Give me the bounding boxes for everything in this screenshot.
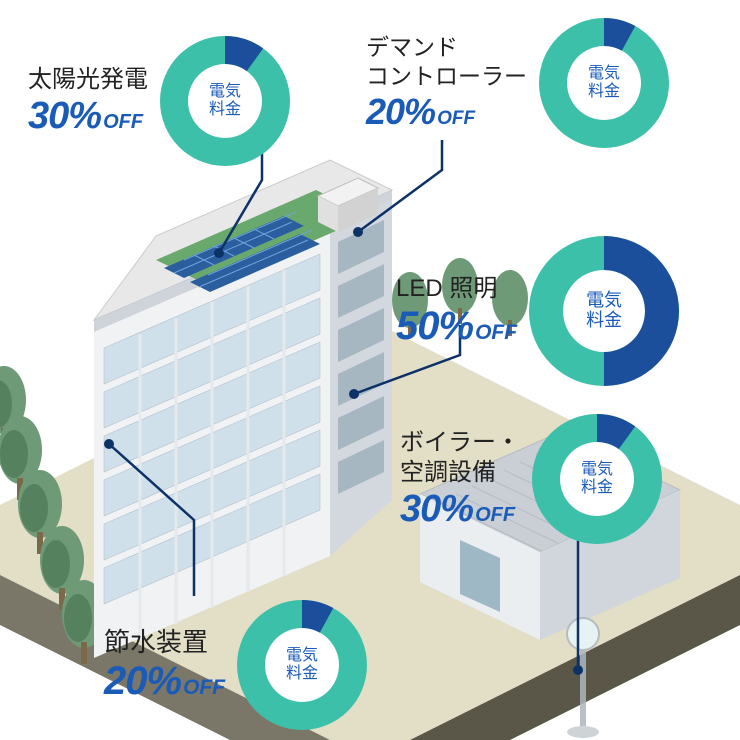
- callout-led-pct-line: 50%OFF: [396, 304, 517, 349]
- callout-demand-pct-line: 20%OFF: [366, 91, 527, 133]
- callout-led-title: LED 照明: [396, 274, 517, 304]
- callout-solar-center-label: 電気料金: [160, 36, 290, 166]
- callout-boiler-text: ボイラー・空調設備30%OFF: [400, 428, 520, 531]
- callout-boiler-off: OFF: [475, 504, 515, 527]
- callout-led: LED 照明50%OFF電気料金: [396, 236, 679, 386]
- callout-water-center-label: 電気料金: [237, 600, 367, 730]
- callout-boiler-donut: 電気料金: [532, 414, 662, 544]
- callout-boiler-pct-line: 30%OFF: [400, 488, 520, 531]
- callout-demand-off: OFF: [437, 108, 475, 130]
- callout-solar-donut: 電気料金: [160, 36, 290, 166]
- callout-boiler-title: ボイラー・空調設備: [400, 428, 520, 488]
- callout-led-off: OFF: [475, 321, 517, 345]
- callout-solar-pct: 30%: [28, 95, 101, 138]
- callout-led-center-label: 電気料金: [529, 236, 679, 386]
- callout-led-pct: 50%: [396, 304, 473, 349]
- callout-boiler-center-label: 電気料金: [532, 414, 662, 544]
- callout-solar-pct-line: 30%OFF: [28, 95, 148, 138]
- callout-solar-off: OFF: [103, 111, 143, 134]
- callout-demand-donut: 電気料金: [539, 18, 669, 148]
- callout-water-text: 節水装置20%OFF: [104, 626, 225, 704]
- callout-demand-title: デマンドコントローラー: [366, 33, 527, 91]
- callout-water-pct: 20%: [104, 659, 181, 704]
- callout-solar-text: 太陽光発電30%OFF: [28, 65, 148, 138]
- callout-demand: デマンドコントローラー20%OFF電気料金: [366, 18, 669, 148]
- callout-boiler: ボイラー・空調設備30%OFF電気料金: [400, 414, 662, 544]
- callout-demand-center-label: 電気料金: [539, 18, 669, 148]
- callout-led-donut: 電気料金: [529, 236, 679, 386]
- callout-boiler-pct: 30%: [400, 488, 473, 531]
- callout-water-off: OFF: [183, 676, 225, 700]
- callout-water-title: 節水装置: [104, 626, 225, 659]
- callout-demand-text: デマンドコントローラー20%OFF: [366, 33, 527, 133]
- callout-solar: 太陽光発電30%OFF電気料金: [28, 36, 290, 166]
- callout-led-text: LED 照明50%OFF: [396, 274, 517, 349]
- callout-water-donut: 電気料金: [237, 600, 367, 730]
- callout-solar-title: 太陽光発電: [28, 65, 148, 95]
- callout-demand-pct: 20%: [366, 91, 435, 133]
- callout-water-pct-line: 20%OFF: [104, 659, 225, 704]
- callout-water: 節水装置20%OFF電気料金: [104, 600, 367, 730]
